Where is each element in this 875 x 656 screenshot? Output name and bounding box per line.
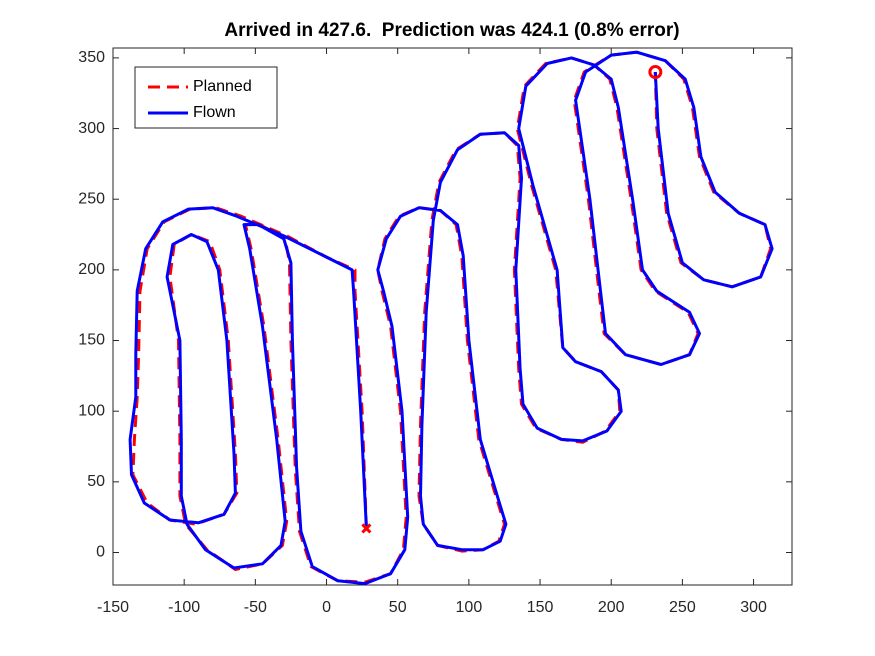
y-tick-label: 200 [78,261,105,278]
y-tick-label: 350 [78,49,105,66]
legend-label: Flown [193,104,236,121]
y-tick-label: 300 [78,120,105,137]
y-tick-label: 150 [78,332,105,349]
legend-label: Planned [193,78,252,95]
x-tick-label: 50 [389,599,407,616]
x-tick-label: -100 [168,599,200,616]
end-marker [648,65,663,80]
y-tick-label: 0 [96,544,105,561]
x-tick-label: 150 [527,599,554,616]
chart-title: Arrived in 427.6. Prediction was 424.1 (… [224,20,679,41]
x-tick-label: -50 [244,599,267,616]
x-tick-label: 0 [322,599,331,616]
y-tick-label: 50 [87,473,105,490]
x-tick-label: -150 [97,599,129,616]
y-tick-label: 100 [78,402,105,419]
legend-box [134,66,278,129]
x-tick-label: 100 [456,599,483,616]
legend: Planned Flown [134,66,278,129]
start-marker [361,523,372,534]
plot-area [112,47,793,586]
x-tick-label: 300 [740,599,767,616]
y-tick-label: 250 [78,190,105,207]
x-tick-label: 200 [598,599,625,616]
path-line [128,50,774,586]
x-tick-label: 250 [669,599,696,616]
